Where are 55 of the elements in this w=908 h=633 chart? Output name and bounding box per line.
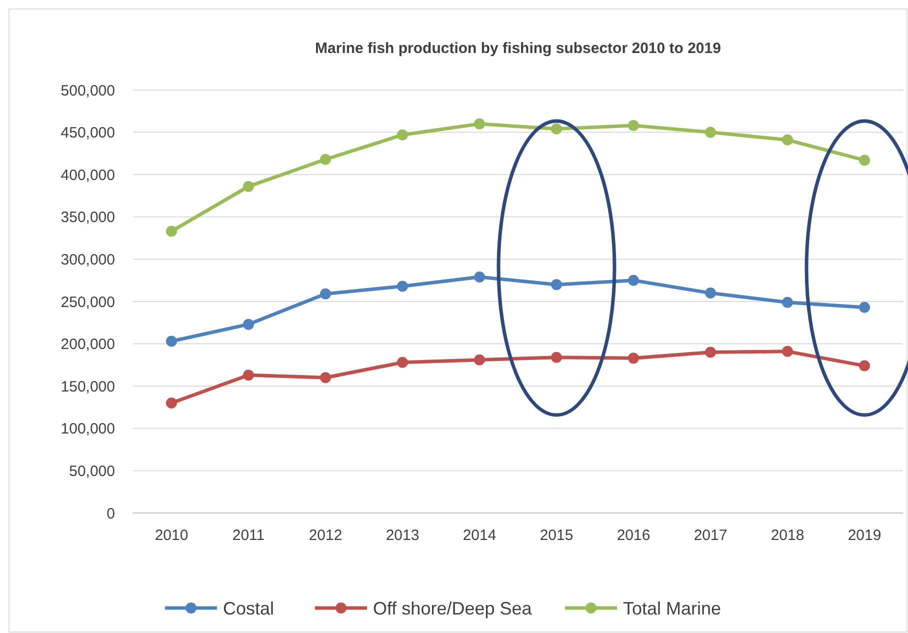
point [397,129,408,140]
x-tick-label: 2017 [694,527,728,544]
point [705,346,716,358]
y-tick-label: 300,000 [60,251,115,268]
x-tick-label: 2019 [848,527,882,544]
y-tick-label: 500,000 [60,82,115,100]
y-tick-label: 150,000 [60,378,115,396]
legend-label: Costal [223,598,274,618]
point [551,279,562,290]
point [628,274,639,286]
point [628,120,639,132]
point [782,134,793,146]
y-tick-label: 100,000 [60,420,115,438]
point [859,302,870,313]
point [705,126,716,138]
point [474,354,485,366]
y-tick-label: 50,000 [69,462,115,480]
y-tick-label: 200,000 [60,336,115,354]
x-tick-label: 2013 [386,527,420,544]
x-tick-label: 2014 [462,527,496,544]
chart-title: Marine fish production by fishing subsector 2010 to 2019 [315,40,721,57]
legend-label: Off shore/Deep Sea [373,598,533,618]
point [551,352,562,363]
y-tick-label: 450,000 [60,124,115,142]
point [397,356,408,368]
point [859,360,870,372]
x-tick-label: 2016 [616,527,650,544]
point [166,398,177,409]
y-tick-label: 400,000 [60,166,115,184]
point [859,154,870,166]
point [166,336,177,347]
point [320,154,331,165]
point [243,180,254,192]
point [320,372,331,384]
point [243,318,254,330]
point [551,123,562,134]
point [166,226,177,237]
point [474,118,485,130]
x-tick-label: 2010 [154,527,188,544]
point [705,288,716,299]
point [397,280,408,292]
y-tick-label: 250,000 [60,294,115,311]
point [474,271,485,282]
y-tick-label: 350,000 [60,209,115,226]
x-tick-label: 2012 [308,527,342,544]
point [782,346,793,357]
y-tick-label: 0 [106,505,115,522]
point [243,370,254,381]
x-tick-label: 2018 [770,527,804,544]
point [782,296,793,308]
legend-label: Total Marine [623,598,722,618]
x-tick-label: 2011 [232,527,265,544]
point [320,288,331,300]
point [628,352,639,364]
x-tick-label: 2015 [540,527,574,544]
